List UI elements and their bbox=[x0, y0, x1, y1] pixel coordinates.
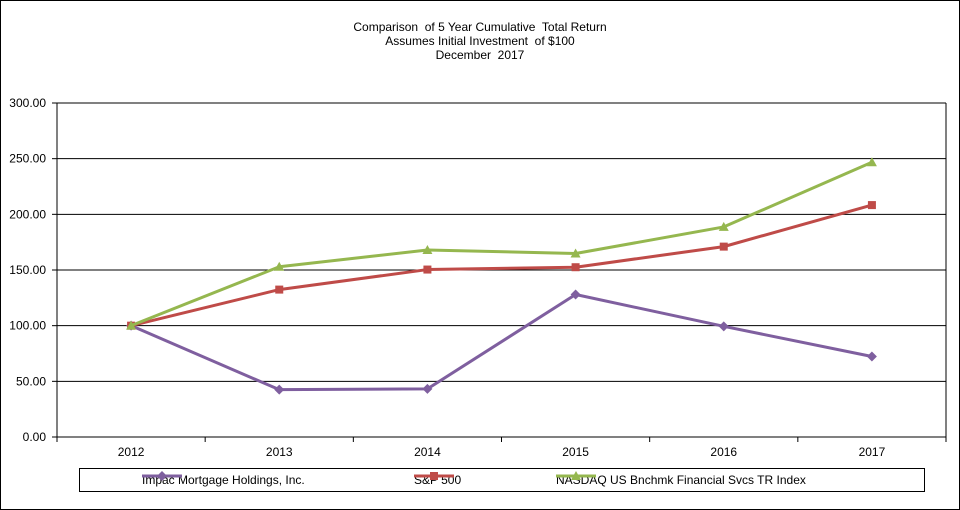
y-tick-label: 0.00 bbox=[23, 430, 47, 444]
series-3-point bbox=[422, 244, 433, 254]
series-3-point bbox=[866, 157, 877, 167]
series-line-2 bbox=[130, 203, 873, 328]
chart-legend: Impac Mortgage Holdings, Inc. S&P 500 NASD… bbox=[79, 468, 925, 492]
x-tick-label: 2015 bbox=[562, 445, 589, 459]
chart-title-line-3: December 2017 bbox=[435, 48, 525, 62]
legend-label: NASDAQ US Bnchmk Financial Svcs TR Index bbox=[556, 473, 806, 487]
series-3-point bbox=[126, 320, 137, 330]
x-tick-label: 2014 bbox=[414, 445, 441, 459]
legend-key-square bbox=[414, 472, 454, 480]
x-tick-label: 2012 bbox=[118, 445, 145, 459]
x-tick-label: 2016 bbox=[710, 445, 737, 459]
series-3-point bbox=[274, 261, 285, 271]
series-2-point bbox=[423, 265, 432, 274]
y-tick-label: 250.00 bbox=[9, 152, 46, 166]
series-2-point bbox=[571, 263, 580, 272]
series-2-point bbox=[719, 242, 728, 251]
chart-title: Comparison of 5 Year Cumulative Total Re… bbox=[0, 20, 960, 62]
series-1-point bbox=[274, 384, 285, 395]
series-2-point bbox=[867, 201, 876, 210]
y-tick-label: 200.00 bbox=[9, 207, 46, 221]
series-line-3 bbox=[130, 160, 873, 328]
legend-key-triangle bbox=[556, 471, 596, 480]
y-tick-label: 150.00 bbox=[9, 263, 46, 277]
chart-title-line-2: Assumes Initial Investment of $100 bbox=[385, 34, 575, 48]
series-2-point bbox=[275, 285, 284, 294]
y-tick-label: 100.00 bbox=[9, 319, 46, 333]
x-tick-label: 2017 bbox=[859, 445, 886, 459]
y-tick-label: 50.00 bbox=[16, 374, 46, 388]
legend-key-diamond bbox=[142, 471, 182, 481]
x-tick-label: 2013 bbox=[266, 445, 293, 459]
series-1-point bbox=[422, 383, 433, 394]
series-3-point bbox=[570, 248, 581, 258]
series-1-point bbox=[570, 289, 581, 300]
legend-label: Impac Mortgage Holdings, Inc. bbox=[142, 473, 305, 487]
series-1-point bbox=[718, 321, 729, 332]
series-1-point bbox=[866, 351, 877, 362]
legend-item-1: Impac Mortgage Holdings, Inc. bbox=[142, 469, 305, 491]
y-tick-label: 300.00 bbox=[9, 96, 46, 110]
legend-item-3: NASDAQ US Bnchmk Financial Svcs TR Index bbox=[556, 469, 806, 491]
series-3-point bbox=[718, 221, 729, 231]
chart-title-line-1: Comparison of 5 Year Cumulative Total Re… bbox=[353, 20, 607, 34]
legend-item-2: S&P 500 bbox=[414, 469, 461, 491]
series-line-1 bbox=[130, 292, 873, 392]
